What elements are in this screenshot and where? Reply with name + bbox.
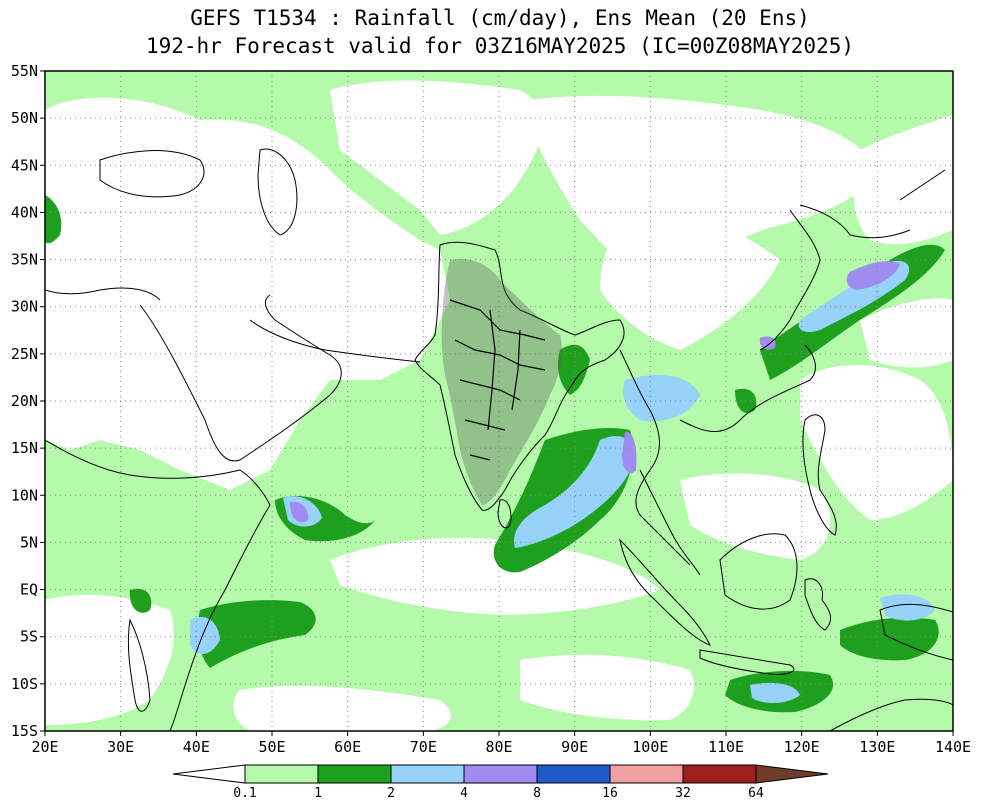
dry-regions (45, 80, 953, 731)
lat-tick-label: 5S (20, 628, 38, 646)
colorbar-label: 32 (675, 786, 691, 800)
lat-tick-label: EQ (20, 581, 38, 599)
colorbar-left-triangle (172, 764, 246, 784)
india-states-overlay (441, 258, 562, 505)
lon-tick-label: 90E (561, 738, 588, 756)
lat-tick-label: 20N (11, 392, 38, 410)
colorbar-legend: 0.1 1 2 4 8 16 32 64 (172, 764, 829, 800)
india-state-borders (449, 299, 546, 461)
lat-tick-label: 30N (11, 298, 38, 316)
colorbar-label: 0.1 (233, 786, 256, 800)
colorbar-swatch (463, 764, 538, 784)
lon-tick-label: 120E (784, 738, 820, 756)
lon-tick-label: 50E (258, 738, 285, 756)
lon-tick-label: 70E (410, 738, 437, 756)
lon-tick-label: 80E (485, 738, 512, 756)
lon-tick-label: 110E (708, 738, 744, 756)
map-plot-area (45, 71, 953, 731)
colorbar-right-triangle (755, 764, 829, 784)
colorbar-label: 16 (602, 786, 618, 800)
colorbar-swatch (244, 764, 319, 784)
colorbar-swatch (317, 764, 392, 784)
very-heavy-rain-regions (290, 261, 900, 523)
colorbar-swatch (682, 764, 757, 784)
coastlines (45, 148, 953, 731)
colorbar-label: 1 (314, 786, 322, 800)
lon-tick-label: 100E (632, 738, 668, 756)
lat-tick-label: 5N (20, 533, 38, 551)
map-title-line2: 192-hr Forecast valid for 03Z16MAY2025 (… (145, 34, 854, 58)
lat-tick-label: 15S (11, 722, 38, 740)
lon-tick-label: 130E (859, 738, 895, 756)
lat-tick-label: 55N (11, 62, 38, 80)
colorbar-label: 8 (533, 786, 541, 800)
lon-tick-label: 40E (183, 738, 210, 756)
colorbar-swatch (536, 764, 611, 784)
lon-tick-label: 140E (935, 738, 971, 756)
lon-tick-label: 20E (31, 738, 58, 756)
lat-tick-label: 45N (11, 156, 38, 174)
lat-tick-label: 35N (11, 251, 38, 269)
lon-tick-label: 60E (334, 738, 361, 756)
lat-tick-label: 50N (11, 109, 38, 127)
lon-tick-label: 30E (107, 738, 134, 756)
colorbar-swatch (609, 764, 684, 784)
lat-tick-label: 25N (11, 345, 38, 363)
colorbar-label: 2 (387, 786, 395, 800)
lat-tick-label: 40N (11, 203, 38, 221)
longitude-axis: 20E 30E 40E 50E 60E 70E 80E 90E 100E 110E 120E 130E… (31, 731, 971, 756)
graticule (45, 71, 953, 731)
colorbar-swatch (390, 764, 465, 784)
colorbar-label: 64 (748, 786, 764, 800)
lat-tick-label: 10S (11, 675, 38, 693)
colorbar-label: 4 (460, 786, 468, 800)
lat-tick-label: 15N (11, 439, 38, 457)
map-title-line1: GEFS T1534 : Rainfall (cm/day), Ens Mean… (190, 6, 810, 30)
lat-tick-label: 10N (11, 486, 38, 504)
latitude-axis: 55N 50N 45N 40N 35N 30N 25N 20N 15N 10N 5N EQ 5S 10S 1… (11, 62, 45, 740)
